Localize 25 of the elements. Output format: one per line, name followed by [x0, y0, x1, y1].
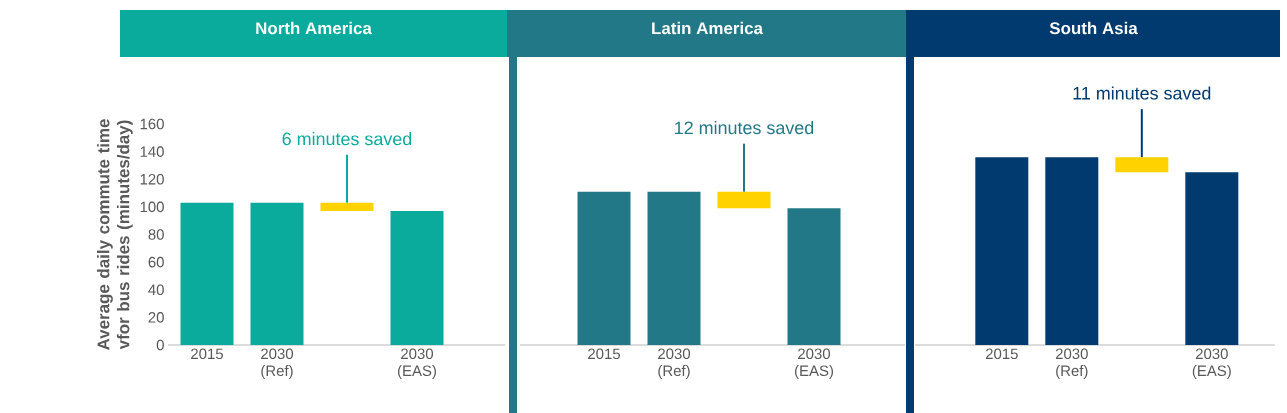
x-tick-label: 2015	[588, 348, 620, 360]
annotation: 12 minutes saved	[675, 120, 814, 135]
y-tick-label: 20	[148, 312, 164, 323]
y-tick-label: 100	[140, 201, 164, 213]
x-tick-label: 2030 (Ref)	[658, 348, 691, 379]
chart-title: North America	[256, 21, 372, 35]
x-tick-label: 2030 (EAS)	[795, 348, 834, 379]
annotation: 11 minutes saved	[1073, 86, 1211, 100]
y-tick-label: 160	[140, 118, 164, 130]
y-tick-label: 0	[156, 339, 164, 351]
x-tick-label: 2015	[985, 348, 1018, 360]
y-tick-label: 120	[140, 173, 164, 185]
annotation: 6 minutes saved	[282, 132, 412, 146]
y-tick-label: 60	[148, 256, 164, 268]
y-tick-label: 140	[140, 146, 164, 157]
y-axis-title: Average daily commute time vfor bus rides (minutes/day)	[97, 119, 133, 351]
x-tick-label: 2030 (EAS)	[397, 348, 436, 379]
chart-title: Latin America	[652, 21, 764, 35]
y-tick-label: 40	[148, 284, 164, 296]
x-tick-label: 2030 (Ref)	[261, 348, 294, 379]
x-tick-label: 2015	[191, 348, 223, 360]
y-tick-label: 80	[148, 229, 164, 240]
x-tick-label: 2030 (EAS)	[1192, 348, 1231, 379]
chart-title: South Asia	[1049, 21, 1138, 35]
x-tick-label: 2030 (Ref)	[1055, 348, 1088, 379]
